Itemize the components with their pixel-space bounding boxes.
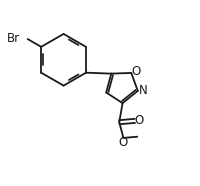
Text: O: O xyxy=(118,136,127,149)
Text: O: O xyxy=(134,114,143,127)
Text: N: N xyxy=(138,84,147,97)
Text: Br: Br xyxy=(7,32,20,45)
Text: O: O xyxy=(131,65,140,78)
